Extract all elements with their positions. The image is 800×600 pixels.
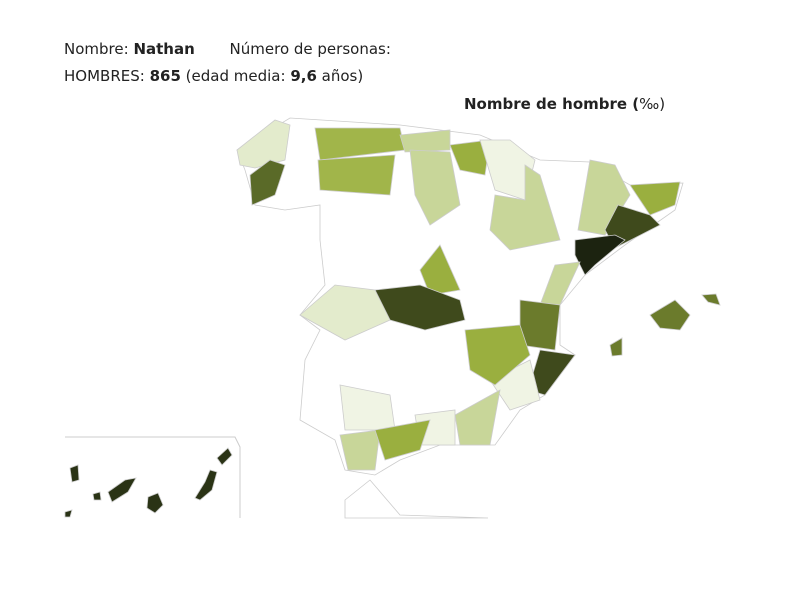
province[interactable] <box>399 129 451 153</box>
name: Nathan <box>133 40 195 58</box>
province[interactable] <box>299 284 391 341</box>
province[interactable] <box>194 469 218 501</box>
province[interactable] <box>449 139 491 176</box>
age: 9,6 <box>290 67 317 85</box>
province[interactable] <box>236 119 291 169</box>
name-label: Nombre: <box>64 40 129 58</box>
title-unit: ‰ <box>639 95 660 113</box>
province[interactable] <box>609 337 623 357</box>
age-unit: años) <box>321 67 364 85</box>
name-line: Nombre: Nathan Número de personas: <box>64 40 391 58</box>
province[interactable] <box>339 429 381 471</box>
province[interactable] <box>107 477 137 503</box>
province[interactable] <box>317 154 396 196</box>
age-label: (edad media: <box>185 67 286 85</box>
province[interactable] <box>249 159 286 206</box>
province[interactable] <box>629 181 681 216</box>
province[interactable] <box>489 164 561 251</box>
province[interactable] <box>464 324 531 386</box>
title-end: ) <box>659 95 666 113</box>
province[interactable] <box>649 299 691 331</box>
men-count: 865 <box>149 67 181 85</box>
count-label: Número de personas: <box>229 40 391 58</box>
province[interactable] <box>574 234 626 276</box>
men-line: HOMBRES: 865 (edad media: 9,6 años) <box>64 67 363 85</box>
province[interactable] <box>64 509 73 518</box>
province[interactable] <box>374 419 431 461</box>
province[interactable] <box>92 491 102 501</box>
title-text: Nombre de hombre ( <box>464 95 640 113</box>
canarias <box>64 447 233 518</box>
men-label: HOMBRES: <box>64 67 145 85</box>
provinces <box>236 119 721 471</box>
province[interactable] <box>419 244 461 296</box>
morocco <box>344 479 489 519</box>
province[interactable] <box>69 464 80 483</box>
province[interactable] <box>146 492 164 514</box>
province[interactable] <box>454 389 501 446</box>
canarias-frame <box>65 436 241 518</box>
province[interactable] <box>701 293 721 306</box>
province[interactable] <box>216 447 233 466</box>
map-title: Nombre de hombre (‰) <box>464 95 665 113</box>
province[interactable] <box>409 149 461 226</box>
